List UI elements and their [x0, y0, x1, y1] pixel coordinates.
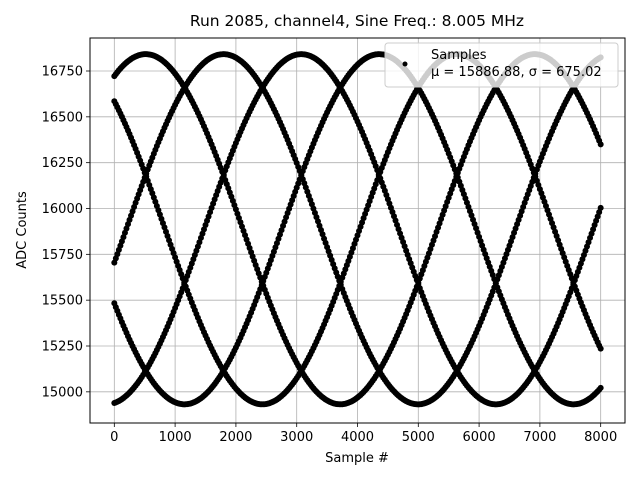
y-tick-label: 15250 [42, 340, 83, 355]
y-tick-label: 16750 [42, 65, 83, 80]
y-tick-label: 15500 [42, 294, 83, 309]
x-tick-label: 6000 [463, 430, 496, 445]
sample-point [597, 384, 604, 391]
legend-box [384, 42, 619, 88]
y-tick-label: 16500 [42, 110, 83, 125]
y-axis-label: ADC Counts [15, 191, 30, 269]
x-tick-label: 5000 [402, 430, 435, 445]
x-tick-label: 8000 [584, 430, 617, 445]
legend-series-name: Samples [431, 48, 487, 63]
x-tick-label: 1000 [159, 430, 192, 445]
legend-stats-label: μ = 15886.88, σ = 675.02 [431, 65, 602, 80]
y-tick-label: 16000 [42, 202, 83, 217]
sample-point [597, 345, 604, 352]
y-tick-label: 15750 [42, 248, 83, 263]
chart-title: Run 2085, channel4, Sine Freq.: 8.005 MH… [190, 12, 524, 30]
y-tick-label: 15000 [42, 385, 83, 400]
x-tick-label: 3000 [280, 430, 313, 445]
x-axis-label: Sample # [325, 451, 389, 466]
x-tick-label: 7000 [523, 430, 556, 445]
x-tick-label: 4000 [341, 430, 374, 445]
legend: Samples μ = 15886.88, σ = 675.02 [384, 42, 619, 88]
sample-point [597, 141, 604, 148]
x-tick-label: 0 [110, 430, 118, 445]
legend-marker [402, 61, 408, 67]
y-tick-label: 16250 [42, 156, 83, 171]
axis-ticks: 0 1000 2000 3000 4000 5000 6000 7000 8000 15000 15… [42, 65, 618, 446]
sample-point [597, 204, 604, 211]
x-tick-label: 2000 [219, 430, 252, 445]
